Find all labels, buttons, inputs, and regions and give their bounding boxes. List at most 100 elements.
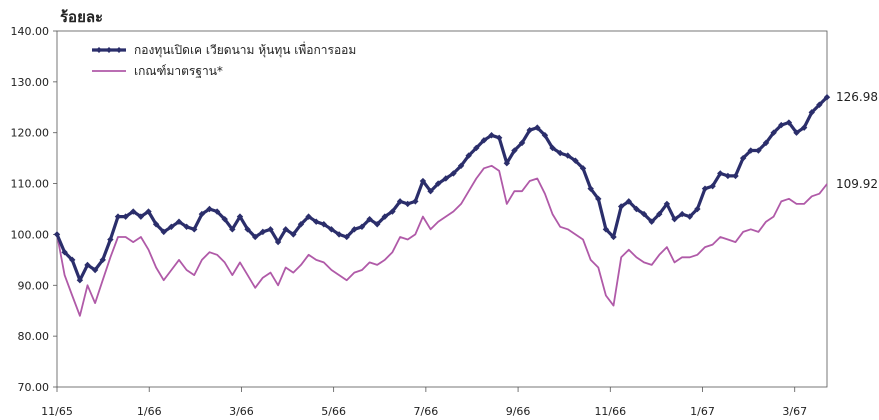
fund-data-point <box>69 256 76 264</box>
x-axis-ticks: 11/65 1/66 3/66 5/66 7/66 9/66 11/66 1/67 3/67 <box>41 387 807 418</box>
fund-data-point <box>694 205 701 213</box>
y-tick-label: 110.00 <box>11 178 50 191</box>
fund-data-point <box>358 223 366 230</box>
x-tick-label: 1/66 <box>137 405 162 418</box>
fund-data-point <box>282 226 289 233</box>
fund-data-point <box>503 160 511 167</box>
fund-data-point <box>457 162 465 169</box>
fund-data-point <box>633 205 640 213</box>
fund-data-point <box>755 147 762 154</box>
x-tick-label: 11/65 <box>41 405 73 418</box>
fund-data-point <box>625 198 632 205</box>
fund-data-point <box>206 205 213 213</box>
x-tick-label: 3/66 <box>229 405 254 418</box>
fund-data-point <box>709 182 716 190</box>
fund-data-point <box>564 152 571 159</box>
fund-data-point <box>61 249 68 256</box>
fund-data-point <box>480 137 488 144</box>
fund-data-point <box>91 266 99 274</box>
fund-data-point <box>335 231 343 238</box>
fund-data-point <box>373 221 381 228</box>
fund-data-point <box>595 195 602 203</box>
y-tick-label: 120.00 <box>11 127 50 140</box>
fund-data-point <box>267 226 274 233</box>
legend-marker <box>96 47 102 53</box>
fund-data-point <box>99 256 106 264</box>
fund-data-point <box>343 233 350 241</box>
fund-data-point <box>785 119 793 126</box>
y-axis-unit-label: ร้อยละ <box>60 8 103 26</box>
fund-data-point <box>762 139 770 147</box>
legend: กองทุนเปิดเค เวียดนาม หุ้นทุน เพื่อการออ… <box>92 41 356 78</box>
fund-data-point <box>816 101 823 108</box>
fund-data-point <box>213 208 221 215</box>
fund-data-point <box>389 208 396 215</box>
y-axis-ticks: 70.00 80.00 90.00 100.00 110.00 120.00 130.00 1… <box>11 25 57 394</box>
x-tick-label: 5/66 <box>321 405 346 418</box>
fund-data-point <box>221 215 228 223</box>
fund-data-point <box>610 233 617 241</box>
fund-data-point <box>511 147 518 154</box>
fund-data-point <box>541 132 549 139</box>
benchmark-series-line <box>56 164 828 317</box>
y-tick-label: 140.00 <box>11 25 50 38</box>
fund-data-point <box>130 208 137 215</box>
fund-data-point <box>732 172 739 180</box>
fund-data-point <box>381 213 389 220</box>
fund-data-point <box>442 175 450 182</box>
fund-data-point <box>587 185 594 192</box>
fund-data-point <box>701 185 709 192</box>
fund-data-point <box>320 221 328 228</box>
fund-data-point <box>160 228 167 236</box>
fund-data-point <box>518 139 526 147</box>
fund-data-point <box>396 198 404 205</box>
fund-data-point <box>800 124 808 131</box>
legend-label: เกณฑ์มาตรฐาน* <box>134 64 223 78</box>
fund-data-point <box>495 134 503 141</box>
series-end-value-label: 126.98 <box>836 90 878 104</box>
fund-data-point <box>137 213 145 220</box>
fund-data-point <box>114 213 122 220</box>
x-tick-label: 7/66 <box>414 405 439 418</box>
fund-data-point <box>808 109 815 116</box>
fund-data-point <box>305 213 312 220</box>
y-tick-label: 70.00 <box>18 381 50 394</box>
fund-data-point <box>122 213 129 220</box>
fund-data-point <box>366 215 373 223</box>
fund-data-point <box>351 226 358 233</box>
y-tick-label: 90.00 <box>18 279 50 292</box>
fund-data-point <box>770 129 777 136</box>
legend-marker <box>116 47 122 53</box>
fund-data-point <box>175 218 183 225</box>
fund-data-point <box>76 277 84 284</box>
fund-data-point <box>297 221 305 228</box>
fund-data-point <box>747 147 754 154</box>
fund-data-point <box>259 228 267 236</box>
fund-data-point <box>717 170 724 177</box>
fund-data-point <box>488 132 495 139</box>
fund-data-point <box>617 203 625 210</box>
fund-data-point <box>579 165 587 172</box>
fund-data-point <box>572 157 579 164</box>
fund-data-point <box>686 213 693 220</box>
fund-data-point <box>168 223 175 230</box>
fund-data-point <box>739 154 747 162</box>
fund-data-point <box>648 218 655 225</box>
y-tick-label: 130.00 <box>11 76 50 89</box>
fund-data-point <box>236 213 244 220</box>
fund-data-point <box>823 94 831 101</box>
fund-data-point <box>274 238 282 246</box>
fund-data-point <box>678 210 686 218</box>
fund-data-point <box>290 231 297 238</box>
fund-data-point <box>191 226 198 233</box>
fund-data-point <box>412 198 419 205</box>
fund-data-point <box>183 223 190 230</box>
fund-data-point <box>656 210 663 218</box>
fund-data-point <box>534 124 541 131</box>
fund-data-point <box>450 170 457 177</box>
fund-data-point <box>229 226 236 233</box>
y-tick-label: 80.00 <box>18 330 50 343</box>
fund-data-point <box>328 226 335 233</box>
fund-data-point <box>465 152 472 159</box>
